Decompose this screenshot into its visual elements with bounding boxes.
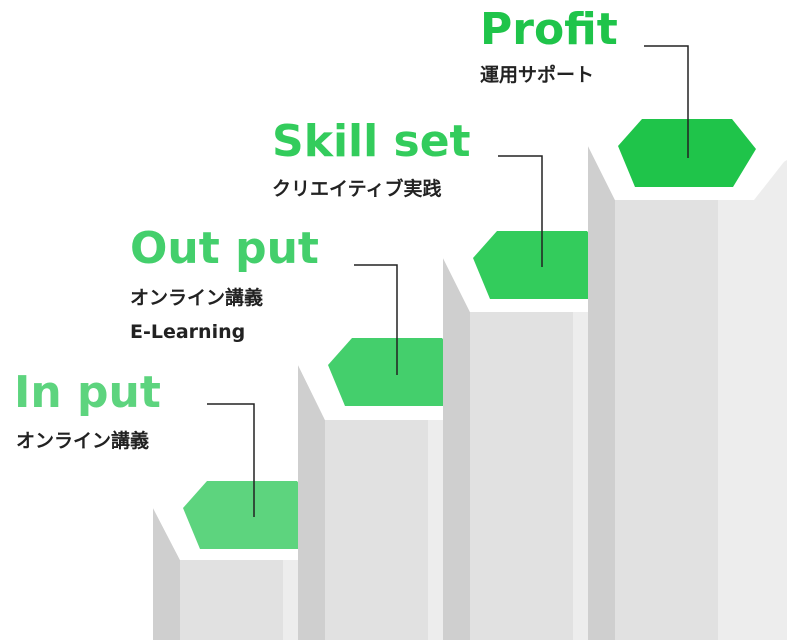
pillar-right-face [718,160,787,640]
step-sub-1: オンライン講義 [130,286,263,309]
leader-line [354,264,398,375]
step-title: Out put [130,223,319,274]
hexagon-top [618,119,756,187]
step-sub-1: 運用サポート [480,63,594,86]
step-profit: Profit 運用サポート [480,4,787,640]
step-sub-1: オンライン講義 [16,429,149,452]
pillar-left-face [298,365,325,640]
leader-line [498,155,543,267]
pillar-left-face [443,258,470,640]
pillar-front-face [180,560,283,640]
leader-line [207,403,255,517]
step-title: In put [14,367,161,418]
pillar-left-face [153,508,180,640]
pillar-front-face [615,200,718,640]
step-title: Skill set [272,116,471,167]
step-sub-1: クリエイティブ実践 [272,177,441,200]
leader-line [644,45,689,158]
hexagon-top [183,481,321,549]
pillar-left-face [588,146,615,640]
step-sub-2: E-Learning [130,321,245,343]
step-title: Profit [480,4,618,55]
pillar-front-face [325,420,428,640]
pillar-front-face [470,312,573,640]
